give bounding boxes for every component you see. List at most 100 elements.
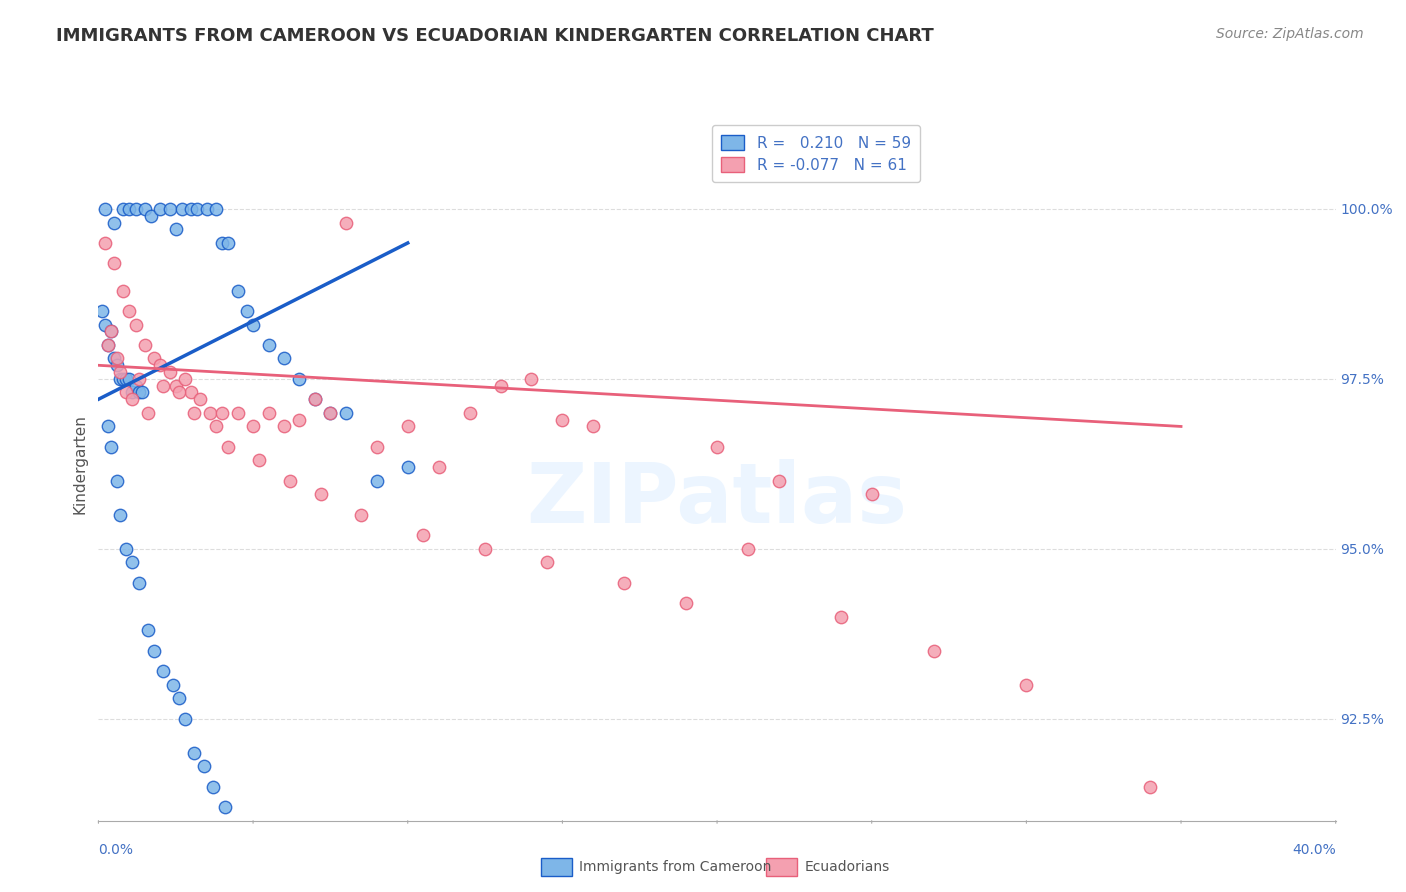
Point: [536, 555, 558, 569]
Point: [134, 338, 156, 352]
Point: [159, 202, 181, 216]
Point: [93, 318, 115, 332]
Point: [582, 419, 605, 434]
Point: [139, 209, 162, 223]
Point: [115, 541, 138, 556]
Point: [190, 392, 212, 407]
Point: [152, 378, 174, 392]
Point: [304, 392, 326, 407]
Point: [211, 406, 233, 420]
Point: [103, 351, 125, 366]
Point: [319, 406, 342, 420]
Text: 0.0%: 0.0%: [98, 843, 134, 857]
Point: [165, 378, 187, 392]
Point: [273, 419, 295, 434]
Point: [706, 440, 728, 454]
Point: [489, 378, 512, 392]
Point: [174, 712, 197, 726]
Point: [134, 202, 156, 216]
Point: [257, 338, 280, 352]
Point: [520, 372, 543, 386]
Legend: R =   0.210   N = 59, R = -0.077   N = 61: R = 0.210 N = 59, R = -0.077 N = 61: [713, 126, 920, 182]
Point: [97, 338, 120, 352]
Point: [236, 304, 259, 318]
Point: [121, 555, 143, 569]
Point: [149, 359, 172, 373]
Point: [214, 800, 236, 814]
Point: [458, 406, 481, 420]
Point: [121, 392, 143, 407]
Point: [112, 284, 135, 298]
Point: [273, 351, 295, 366]
Point: [226, 284, 249, 298]
Point: [93, 202, 115, 216]
Point: [136, 624, 159, 638]
Point: [167, 385, 190, 400]
Point: [100, 440, 122, 454]
Point: [128, 385, 150, 400]
Point: [675, 596, 697, 610]
Point: [242, 318, 264, 332]
Point: [278, 474, 301, 488]
Point: [180, 385, 202, 400]
Point: [136, 406, 159, 420]
Point: [108, 372, 131, 386]
Point: [396, 460, 419, 475]
Point: [112, 372, 135, 386]
Point: [412, 528, 434, 542]
Point: [830, 609, 852, 624]
Point: [105, 359, 128, 373]
Point: [93, 235, 115, 250]
Point: [613, 575, 636, 590]
Text: ZIPatlas: ZIPatlas: [527, 459, 907, 540]
Point: [90, 304, 112, 318]
Point: [1015, 678, 1038, 692]
Point: [162, 678, 184, 692]
Point: [288, 412, 311, 426]
Text: Ecuadorians: Ecuadorians: [804, 860, 890, 874]
Point: [257, 406, 280, 420]
Point: [167, 691, 190, 706]
Point: [112, 202, 135, 216]
Point: [115, 372, 138, 386]
Point: [165, 222, 187, 236]
Text: Immigrants from Cameroon: Immigrants from Cameroon: [579, 860, 772, 874]
Point: [183, 746, 205, 760]
Point: [350, 508, 373, 522]
Point: [131, 385, 153, 400]
Point: [143, 644, 166, 658]
Y-axis label: Kindergarten: Kindergarten: [72, 414, 87, 514]
Point: [304, 392, 326, 407]
Point: [226, 406, 249, 420]
Point: [205, 419, 228, 434]
Point: [242, 419, 264, 434]
Point: [103, 256, 125, 270]
Point: [217, 440, 239, 454]
Point: [108, 508, 131, 522]
Point: [319, 406, 342, 420]
Point: [860, 487, 883, 501]
Point: [195, 202, 218, 216]
Point: [183, 406, 205, 420]
Point: [366, 474, 388, 488]
Point: [105, 474, 128, 488]
Point: [124, 202, 146, 216]
Point: [768, 474, 790, 488]
Point: [100, 324, 122, 338]
Point: [335, 406, 357, 420]
Point: [121, 385, 143, 400]
Point: [97, 419, 120, 434]
Point: [159, 365, 181, 379]
Point: [103, 216, 125, 230]
Point: [170, 202, 193, 216]
Point: [198, 406, 221, 420]
Point: [396, 419, 419, 434]
Point: [124, 318, 146, 332]
Point: [201, 780, 224, 794]
Point: [335, 216, 357, 230]
Point: [124, 378, 146, 392]
Point: [551, 412, 574, 426]
Point: [174, 372, 197, 386]
Point: [105, 351, 128, 366]
Point: [118, 304, 141, 318]
